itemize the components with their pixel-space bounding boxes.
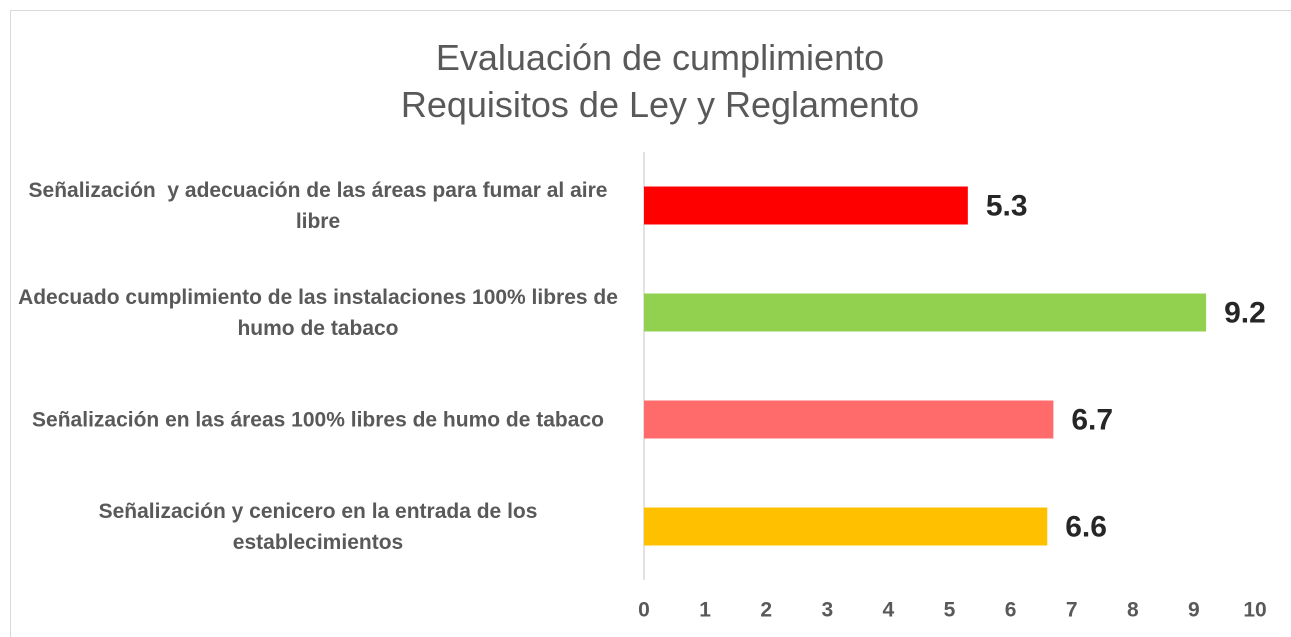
x-tick-label: 5 bbox=[944, 599, 956, 622]
chart-border bbox=[10, 10, 1291, 637]
value-label: 6.6 bbox=[1065, 510, 1107, 543]
x-tick-label: 7 bbox=[1066, 599, 1078, 622]
x-tick-label: 9 bbox=[1188, 599, 1200, 622]
y-tick-label: Señalización y adecuación de las áreas p… bbox=[28, 178, 614, 233]
x-tick-label: 6 bbox=[1005, 599, 1017, 622]
x-tick-label: 1 bbox=[699, 599, 711, 622]
x-tick-label: 2 bbox=[760, 599, 772, 622]
bar bbox=[644, 400, 1054, 439]
x-tick-label: 4 bbox=[883, 599, 895, 622]
value-label: 9.2 bbox=[1224, 296, 1266, 329]
x-tick-label: 0 bbox=[638, 599, 650, 622]
chart-title: Evaluación de cumplimiento Requisitos de… bbox=[400, 37, 920, 125]
y-tick-label: Adecuado cumplimiento de las instalacion… bbox=[18, 285, 624, 340]
x-tick-label: 3 bbox=[821, 599, 833, 622]
bar bbox=[644, 507, 1048, 546]
value-label: 5.3 bbox=[986, 189, 1028, 222]
bar bbox=[644, 293, 1207, 332]
y-tick-label: Señalización en las áreas 100% libres de… bbox=[32, 408, 604, 431]
y-tick-label: Señalización y cenicero en la entrada de… bbox=[98, 499, 544, 554]
x-tick-label: 8 bbox=[1127, 599, 1139, 622]
value-label: 6.7 bbox=[1071, 403, 1113, 436]
bar bbox=[644, 186, 968, 225]
x-tick-label: 10 bbox=[1243, 599, 1266, 622]
